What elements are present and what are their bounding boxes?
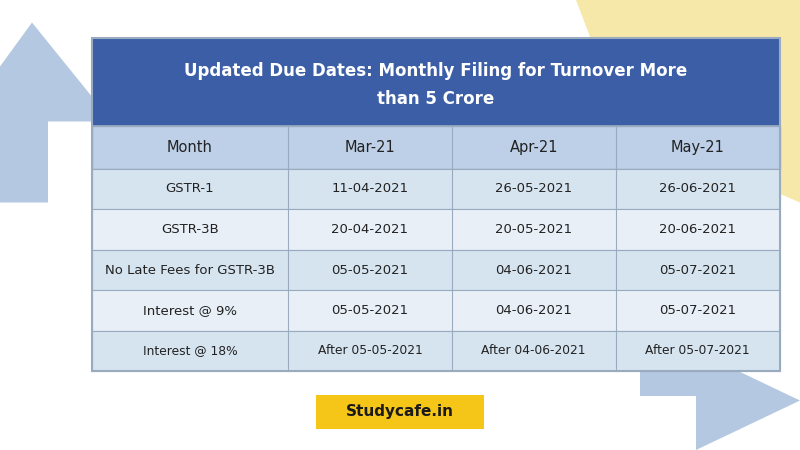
Polygon shape bbox=[640, 351, 800, 450]
Text: GSTR-1: GSTR-1 bbox=[166, 183, 214, 195]
Text: After 05-07-2021: After 05-07-2021 bbox=[645, 345, 750, 357]
FancyBboxPatch shape bbox=[92, 250, 780, 290]
Text: Apr-21: Apr-21 bbox=[510, 140, 558, 155]
Text: 20-05-2021: 20-05-2021 bbox=[495, 223, 572, 236]
Text: 05-07-2021: 05-07-2021 bbox=[659, 304, 736, 317]
FancyBboxPatch shape bbox=[92, 126, 780, 169]
Text: 11-04-2021: 11-04-2021 bbox=[331, 183, 409, 195]
Text: Studycafe.in: Studycafe.in bbox=[346, 404, 454, 419]
FancyBboxPatch shape bbox=[92, 209, 780, 250]
Text: 04-06-2021: 04-06-2021 bbox=[495, 304, 572, 317]
Text: 20-06-2021: 20-06-2021 bbox=[659, 223, 736, 236]
Text: 20-04-2021: 20-04-2021 bbox=[331, 223, 409, 236]
Text: After 04-06-2021: After 04-06-2021 bbox=[482, 345, 586, 357]
Text: Interest @ 18%: Interest @ 18% bbox=[142, 345, 238, 357]
FancyBboxPatch shape bbox=[92, 38, 780, 126]
FancyBboxPatch shape bbox=[92, 331, 780, 371]
Text: 04-06-2021: 04-06-2021 bbox=[495, 264, 572, 276]
Text: May-21: May-21 bbox=[670, 140, 724, 155]
Text: than 5 Crore: than 5 Crore bbox=[378, 90, 494, 108]
Text: Updated Due Dates: Monthly Filing for Turnover More: Updated Due Dates: Monthly Filing for Tu… bbox=[184, 62, 688, 80]
Polygon shape bbox=[576, 0, 800, 202]
Polygon shape bbox=[0, 22, 112, 202]
FancyBboxPatch shape bbox=[92, 169, 780, 209]
Text: Month: Month bbox=[167, 140, 213, 155]
Text: After 05-05-2021: After 05-05-2021 bbox=[318, 345, 422, 357]
Text: No Late Fees for GSTR-3B: No Late Fees for GSTR-3B bbox=[105, 264, 275, 276]
Text: 05-05-2021: 05-05-2021 bbox=[331, 304, 409, 317]
FancyBboxPatch shape bbox=[316, 395, 484, 428]
Text: GSTR-3B: GSTR-3B bbox=[161, 223, 219, 236]
Text: Interest @ 9%: Interest @ 9% bbox=[143, 304, 237, 317]
Text: 05-05-2021: 05-05-2021 bbox=[331, 264, 409, 276]
Text: 05-07-2021: 05-07-2021 bbox=[659, 264, 736, 276]
Text: 26-06-2021: 26-06-2021 bbox=[659, 183, 736, 195]
FancyBboxPatch shape bbox=[92, 290, 780, 331]
Text: 26-05-2021: 26-05-2021 bbox=[495, 183, 572, 195]
Text: Mar-21: Mar-21 bbox=[345, 140, 395, 155]
